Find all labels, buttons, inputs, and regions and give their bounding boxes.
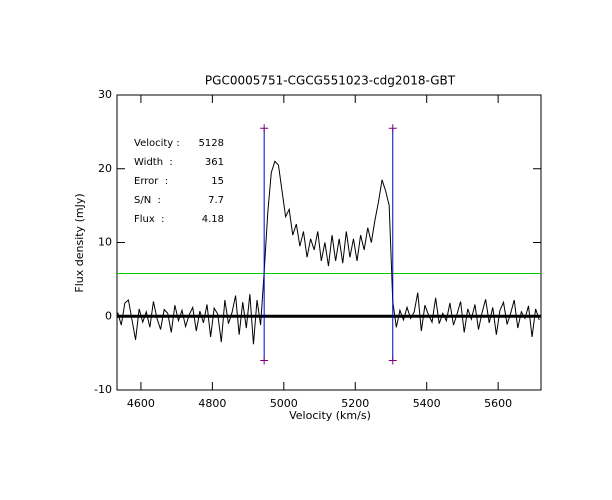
x-tick-label: 4800 bbox=[198, 397, 226, 410]
x-tick-label: 5400 bbox=[413, 397, 441, 410]
spectrum-line bbox=[117, 160, 540, 345]
y-tick-label: 30 bbox=[98, 88, 112, 101]
annotation-value: 15 bbox=[211, 176, 224, 187]
annotation-value: 361 bbox=[205, 157, 224, 168]
edge-end bbox=[260, 124, 269, 133]
annotation-label: Error : bbox=[134, 176, 168, 187]
annotation-value: 7.7 bbox=[208, 195, 224, 206]
edge-end bbox=[260, 356, 269, 365]
edge-end bbox=[388, 356, 397, 365]
annotation-value: 4.18 bbox=[202, 214, 224, 225]
chart-title: PGC0005751-CGCG551023-cdg2018-GBT bbox=[205, 74, 456, 88]
annotation-label: Flux : bbox=[134, 214, 165, 225]
annotation-label: S/N : bbox=[134, 195, 161, 206]
x-tick-label: 5600 bbox=[484, 397, 512, 410]
x-tick-label: 4600 bbox=[127, 397, 155, 410]
y-tick-label: -10 bbox=[94, 383, 112, 396]
edge-end bbox=[388, 124, 397, 133]
x-tick-label: 5000 bbox=[270, 397, 298, 410]
y-axis-label: Flux density (mJy) bbox=[73, 193, 86, 292]
y-tick-label: 20 bbox=[98, 162, 112, 175]
annotation-label: Velocity : bbox=[134, 138, 180, 149]
annotation-label: Width : bbox=[134, 157, 173, 168]
x-axis-label: Velocity (km/s) bbox=[289, 409, 371, 422]
y-tick-label: 10 bbox=[98, 236, 112, 249]
annotation-value: 5128 bbox=[199, 138, 224, 149]
y-tick-label: 0 bbox=[105, 309, 112, 322]
x-tick-label: 5200 bbox=[341, 397, 369, 410]
